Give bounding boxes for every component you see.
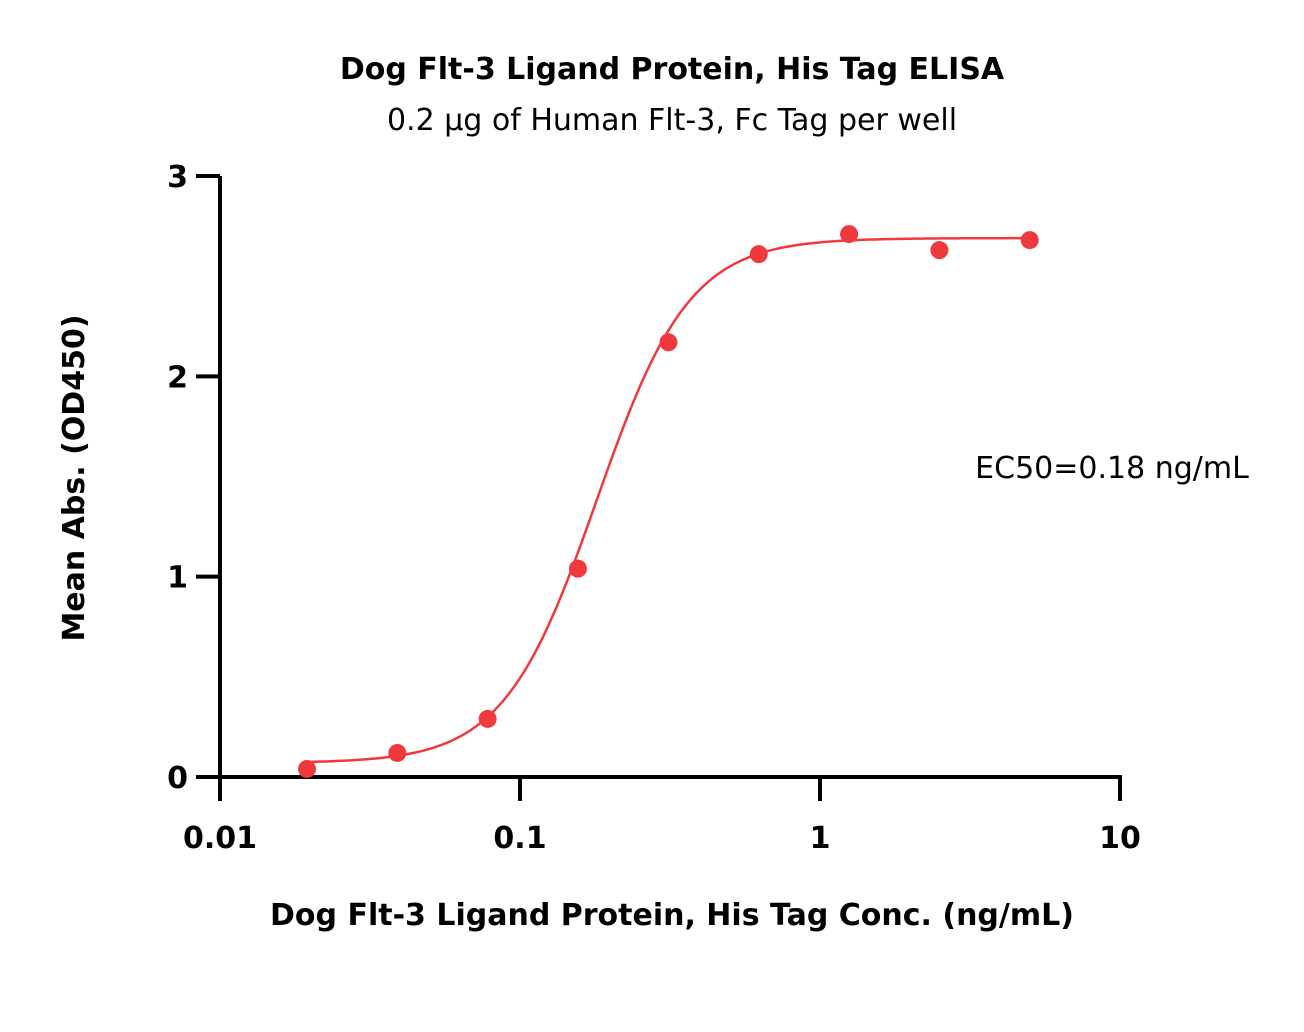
x-tick-label: 1	[810, 821, 831, 856]
data-point	[298, 759, 317, 778]
data-point	[840, 225, 859, 244]
data-point	[749, 245, 768, 264]
x-axis-ticks: 0.01 0.1 1 10	[183, 777, 1141, 856]
y-axis-ticks: 0 1 2 3	[167, 160, 220, 796]
x-tick-label: 0.01	[183, 821, 257, 856]
x-tick-label: 10	[1099, 821, 1141, 856]
fit-curve	[306, 236, 1030, 764]
data-point	[1020, 231, 1039, 250]
data-point	[568, 559, 587, 578]
data-point	[478, 709, 497, 728]
chart-subtitle: 0.2 µg of Human Flt-3, Fc Tag per well	[387, 103, 957, 138]
chart-title: Dog Flt-3 Ligand Protein, His Tag ELISA	[340, 52, 1005, 87]
plot-area: 0 1 2 3 0.01 0.1 1 10	[167, 160, 1141, 856]
data-point	[659, 333, 678, 352]
y-tick-label: 1	[167, 561, 188, 596]
y-tick-label: 0	[167, 761, 188, 796]
data-point	[930, 241, 949, 260]
x-axis-label: Dog Flt-3 Ligand Protein, His Tag Conc. …	[270, 898, 1074, 933]
data-point	[388, 743, 407, 762]
data-points	[298, 225, 1039, 778]
x-tick-label: 0.1	[493, 821, 546, 856]
y-tick-label: 3	[167, 160, 188, 195]
y-tick-label: 2	[167, 360, 188, 395]
ec50-annotation: EC50=0.18 ng/mL	[975, 451, 1249, 486]
y-axis-label: Mean Abs. (OD450)	[57, 314, 92, 641]
